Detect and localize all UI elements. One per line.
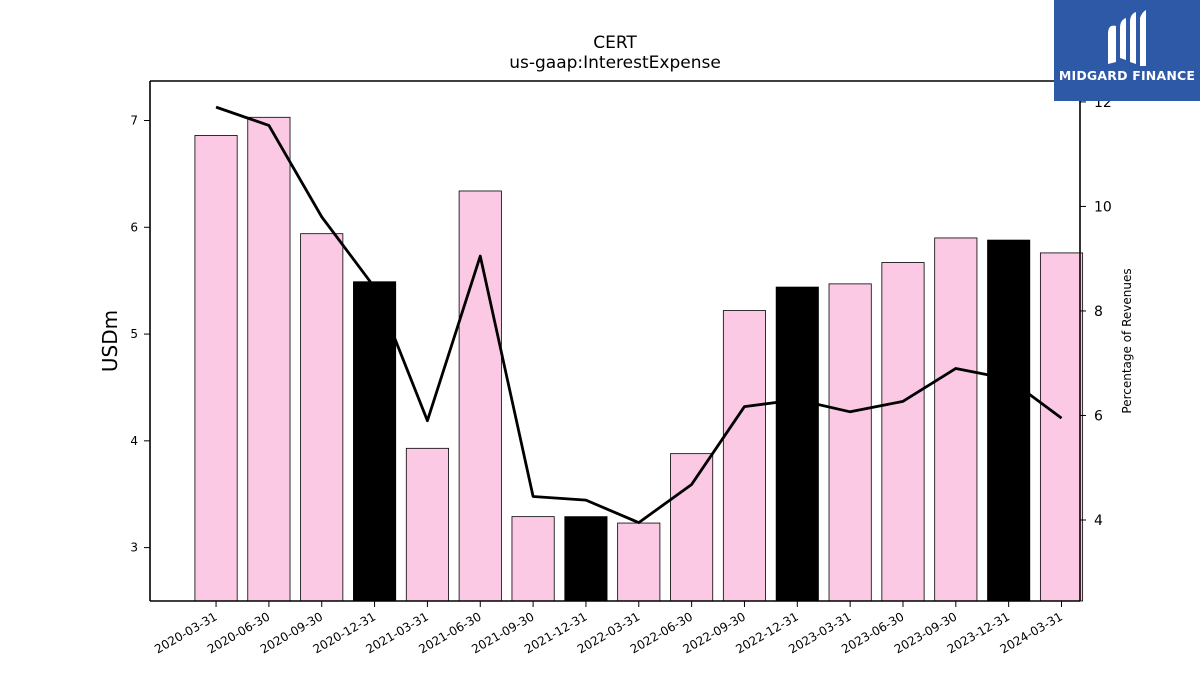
chart-subtitle: us-gaap:InterestExpense <box>509 53 721 73</box>
y-tick-label: 7 <box>130 114 138 128</box>
y-tick-label: 4 <box>130 434 138 448</box>
y2-tick-label: 10 <box>1094 199 1112 215</box>
chart-title: CERT <box>593 33 637 53</box>
bar-2021-06-30 <box>458 190 502 602</box>
bar-2020-12-31 <box>353 281 397 602</box>
y2-tick-label: 4 <box>1094 513 1103 529</box>
bar-2021-03-31 <box>405 447 449 602</box>
bar-2020-09-30 <box>300 233 344 602</box>
bar-2021-09-30 <box>511 516 555 602</box>
bar-2024-03-31 <box>1039 252 1084 602</box>
bar-2023-06-30 <box>881 262 925 602</box>
brand-logo: MIDGARD FINANCE <box>1054 0 1200 101</box>
y2-tick-label: 6 <box>1094 408 1103 424</box>
bar-2021-12-31 <box>564 516 608 602</box>
bar-2022-09-30 <box>722 310 766 602</box>
bar-2022-12-31 <box>775 286 819 602</box>
line-series <box>215 105 1063 525</box>
bar-2023-12-31 <box>987 239 1031 602</box>
y-axis-label: USDm <box>98 310 122 372</box>
y2-axis-label: Percentage of Revenues <box>1120 268 1134 413</box>
bar-2023-03-31 <box>828 283 872 602</box>
bar-series <box>194 116 1084 602</box>
percentage-line <box>215 105 1063 525</box>
bar-2022-03-31 <box>617 522 661 602</box>
bar-2020-03-31 <box>194 135 238 602</box>
logo-text: MIDGARD FINANCE <box>1058 68 1196 83</box>
bar-2020-06-30 <box>247 116 291 602</box>
y2-tick-label: 8 <box>1094 304 1103 320</box>
bar-2022-06-30 <box>670 453 714 602</box>
y-tick-label: 6 <box>130 220 138 234</box>
y-tick-label: 5 <box>130 327 138 341</box>
logo-mark-icon <box>1108 10 1146 66</box>
y-tick-label: 3 <box>130 541 138 555</box>
bar-2023-09-30 <box>934 237 978 602</box>
